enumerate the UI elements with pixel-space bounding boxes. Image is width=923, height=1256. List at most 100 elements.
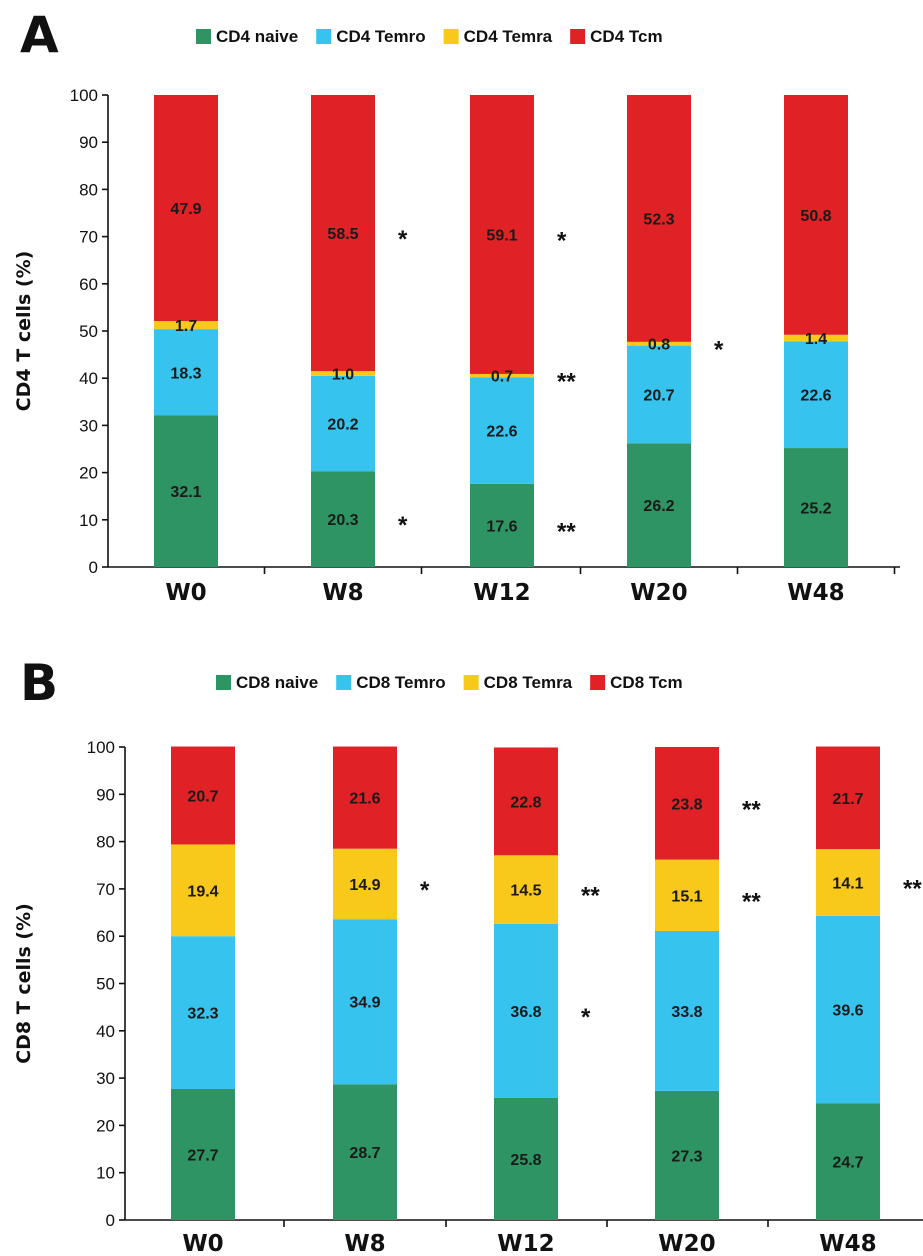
significance-marker: **	[581, 883, 600, 910]
significance-marker: *	[420, 877, 430, 904]
bar-segment	[154, 329, 218, 416]
panel-letter: A	[20, 6, 59, 64]
data-label: 19.4	[187, 883, 218, 900]
y-tick-label: 10	[79, 511, 98, 530]
legend: CD4 naive CD4 Temro CD4 Temra CD4 Tcm	[196, 27, 663, 46]
x-category-label: W12	[473, 580, 530, 606]
x-category-label: W0	[182, 1231, 223, 1256]
data-label: 27.7	[187, 1147, 218, 1164]
x-category-label: W8	[344, 1231, 385, 1256]
significance-marker: *	[557, 227, 567, 254]
data-label: 25.2	[800, 501, 831, 518]
bar-segment	[816, 746, 880, 850]
data-label: 24.7	[832, 1155, 863, 1172]
data-label: 28.7	[349, 1145, 380, 1162]
data-label: 18.3	[170, 365, 201, 382]
y-tick-label: 20	[96, 1116, 115, 1135]
bar-segment	[470, 373, 534, 378]
bar-segment	[627, 443, 691, 567]
stacked-bar-w48: 24.7 39.6 14.1 21.7	[816, 746, 880, 1220]
y-tick-label: 90	[79, 133, 98, 152]
legend-label: CD4 Tcm	[590, 27, 662, 46]
data-label: 20.2	[327, 417, 358, 434]
y-tick-label: 90	[96, 785, 115, 804]
bar-segment	[171, 746, 235, 845]
legend-label: CD4 naive	[216, 27, 298, 46]
bar-segment	[154, 95, 218, 322]
x-category-label: W0	[165, 580, 206, 606]
bar-segment	[470, 95, 534, 374]
bar-segment	[311, 375, 375, 472]
chart-panel-a: A CD4 naive CD4 Temro CD4 Temra CD4 Tcm CD4 T…	[13, 6, 900, 606]
data-label: 32.1	[170, 484, 201, 501]
data-label: 22.6	[486, 424, 517, 441]
stacked-bar-w8: 20.3 20.2 1.0 58.5	[311, 95, 375, 567]
data-label: 0.7	[491, 369, 513, 386]
bar-segment	[655, 747, 719, 860]
significance-marker: **	[903, 876, 922, 903]
data-label: 50.8	[800, 208, 831, 225]
y-tick-label: 0	[106, 1211, 115, 1230]
data-label: 59.1	[486, 227, 517, 244]
significance-marker: **	[742, 888, 761, 915]
data-label: 20.7	[187, 788, 218, 805]
legend-label: CD8 Temra	[484, 673, 573, 692]
bar-segment	[311, 371, 375, 376]
bar-segment	[655, 859, 719, 931]
data-label: 0.8	[648, 337, 670, 354]
data-label: 33.8	[671, 1004, 702, 1021]
data-label: 39.6	[832, 1003, 863, 1020]
y-tick-label: 50	[96, 975, 115, 994]
y-tick-label: 30	[96, 1069, 115, 1088]
bar-segment	[627, 95, 691, 342]
y-tick-label: 80	[96, 833, 115, 852]
legend: CD8 naive CD8 Temro CD8 Temra CD8 Tcm	[216, 673, 683, 692]
panel-letter: B	[20, 654, 58, 712]
data-label: 14.9	[349, 877, 380, 894]
y-axis-title: CD4 T cells (%)	[13, 251, 35, 412]
bar-segment	[816, 915, 880, 1104]
stacked-bar-w12: 25.8 36.8 14.5 22.8	[494, 747, 558, 1220]
legend-item: CD4 naive	[196, 27, 298, 46]
legend-label: CD8 Temro	[356, 673, 445, 692]
significance-marker: *	[398, 226, 408, 253]
data-label: 47.9	[170, 201, 201, 218]
data-label: 22.8	[510, 794, 541, 811]
bar-segment	[470, 377, 534, 484]
y-tick-label: 0	[89, 558, 98, 577]
legend-item: CD4 Tcm	[570, 27, 663, 46]
data-label: 34.9	[349, 995, 380, 1012]
legend-item: CD8 Tcm	[590, 673, 683, 692]
bar-segment	[494, 1097, 558, 1220]
y-tick-label: 80	[79, 180, 98, 199]
significance-marker: *	[581, 1004, 591, 1031]
data-label: 17.6	[486, 518, 517, 535]
bar-segment	[655, 930, 719, 1091]
y-tick-label: 10	[96, 1164, 115, 1183]
legend-swatch	[336, 675, 352, 690]
significance-marker: **	[557, 518, 576, 545]
legend-label: CD8 Tcm	[610, 673, 682, 692]
stacked-bar-w20: 27.3 33.8 15.1 23.8	[655, 747, 719, 1220]
data-label: 1.7	[175, 318, 197, 335]
bar-segment	[311, 471, 375, 567]
bar-segment	[816, 1103, 880, 1220]
legend-swatch	[590, 675, 606, 690]
bar-segment	[311, 95, 375, 372]
data-label: 36.8	[510, 1004, 541, 1021]
legend-swatch	[463, 675, 479, 690]
data-label: 1.4	[805, 331, 827, 348]
y-tick-label: 40	[96, 1022, 115, 1041]
bar-segment	[784, 334, 848, 342]
bar-segment	[333, 919, 397, 1085]
significance-marker: *	[714, 337, 724, 364]
bar-segment	[171, 844, 235, 937]
legend-item: CD8 naive	[216, 673, 318, 692]
stacked-bar-w0: 32.1 18.3 1.7 47.9	[154, 95, 218, 567]
legend-swatch	[196, 29, 211, 44]
data-label: 52.3	[643, 211, 674, 228]
x-category-label: W48	[819, 1231, 876, 1256]
significance-marker: **	[557, 369, 576, 396]
x-category-label: W20	[630, 580, 687, 606]
stacked-bar-w0: 27.7 32.3 19.4 20.7	[171, 746, 235, 1220]
